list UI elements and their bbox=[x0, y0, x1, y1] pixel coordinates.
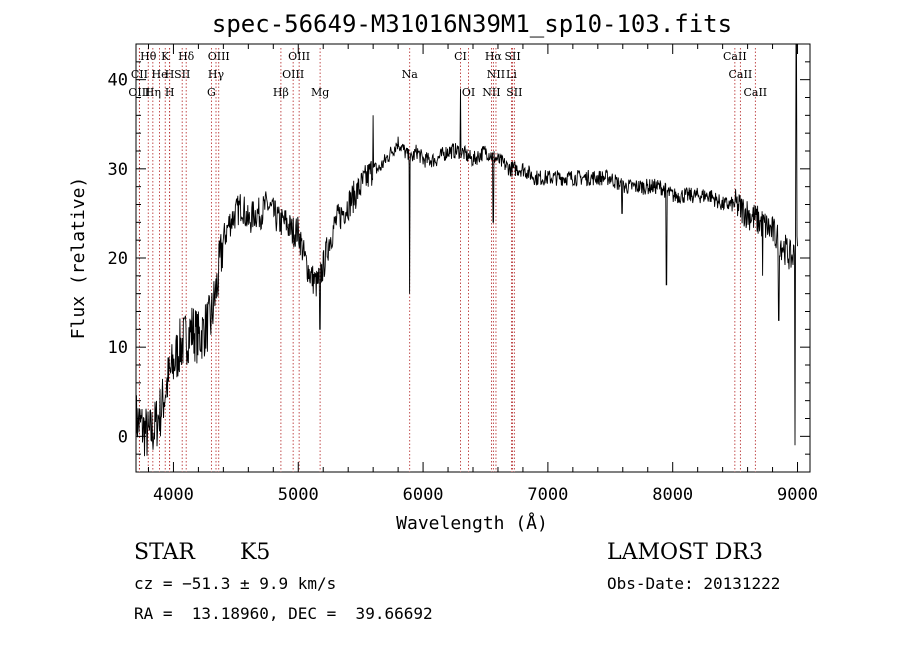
line-label: CaII bbox=[729, 68, 753, 81]
line-label: NII bbox=[487, 68, 505, 81]
cz-value: cz = −51.3 ± 9.9 km/s bbox=[134, 574, 337, 593]
class-label: STAR bbox=[134, 540, 195, 565]
line-label: G bbox=[207, 86, 216, 99]
axis-layer: 4000 5000 6000 7000 8000 9000 0 10 20 30 40 bbox=[108, 43, 818, 505]
spectrum-line bbox=[135, 43, 798, 457]
line-label: CI bbox=[454, 50, 467, 63]
x-tick-label: 9000 bbox=[777, 485, 818, 505]
survey-name: LAMOST DR3 bbox=[607, 540, 763, 565]
x-tick-label: 7000 bbox=[527, 485, 568, 505]
line-label: CaII bbox=[723, 50, 747, 63]
line-label: Hγ bbox=[208, 68, 225, 81]
line-label: He bbox=[152, 68, 168, 81]
line-label: H bbox=[165, 68, 175, 81]
line-label: Hθ bbox=[140, 50, 157, 63]
y-axis-label: Flux (relative) bbox=[68, 177, 89, 340]
line-label: OIII bbox=[128, 86, 150, 99]
coordinates: RA = 13.18960, DEC = 39.66692 bbox=[134, 604, 433, 623]
line-label: OIII bbox=[288, 50, 310, 63]
line-label: Li bbox=[506, 68, 517, 81]
y-tick-label: 10 bbox=[108, 338, 128, 358]
x-axis-label: Wavelength (Å) bbox=[396, 512, 548, 534]
line-label: K bbox=[161, 50, 170, 63]
line-label: Mg bbox=[311, 86, 329, 99]
x-tick-label: 6000 bbox=[403, 485, 444, 505]
line-label: CII bbox=[131, 68, 148, 81]
line-label: SII bbox=[506, 86, 522, 99]
line-label: OIII bbox=[282, 68, 304, 81]
line-label: Hα bbox=[485, 50, 503, 63]
line-marker-layer bbox=[138, 48, 756, 472]
spectrum-series-layer bbox=[135, 43, 798, 457]
x-tick-label: 4000 bbox=[153, 485, 194, 505]
line-label: SII bbox=[174, 68, 190, 81]
line-label: CaII bbox=[743, 86, 767, 99]
y-tick-label: 20 bbox=[108, 249, 128, 269]
subclass-label: K5 bbox=[240, 540, 271, 565]
y-tick-label: 40 bbox=[108, 71, 128, 91]
chart-title: spec-56649-M31016N39M1_sp10-103.fits bbox=[212, 10, 732, 38]
line-label: Na bbox=[402, 68, 419, 81]
y-tick-label: 0 bbox=[118, 427, 128, 447]
plot-frame bbox=[135, 43, 811, 473]
line-label: SII bbox=[504, 50, 520, 63]
line-label: Hβ bbox=[273, 86, 289, 99]
x-tick-label: 5000 bbox=[278, 485, 319, 505]
line-label: NII bbox=[482, 86, 500, 99]
line-label: Hη bbox=[145, 86, 161, 99]
line-label: OIII bbox=[208, 50, 230, 63]
x-tick-label: 8000 bbox=[652, 485, 693, 505]
line-label: OI bbox=[462, 86, 475, 99]
line-label: Hδ bbox=[178, 50, 195, 63]
obs-date: Obs-Date: 20131222 bbox=[607, 574, 781, 593]
line-label: H bbox=[165, 86, 175, 99]
y-tick-label: 30 bbox=[108, 160, 128, 180]
